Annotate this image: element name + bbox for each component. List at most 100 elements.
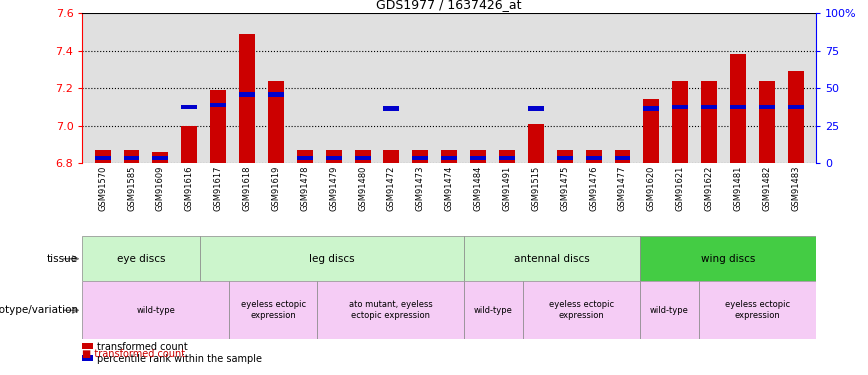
Text: ato mutant, eyeless
ectopic expression: ato mutant, eyeless ectopic expression xyxy=(349,300,432,320)
Bar xyxy=(153,152,168,163)
Bar xyxy=(82,355,94,362)
Bar xyxy=(615,150,630,163)
Text: GSM91480: GSM91480 xyxy=(358,165,367,211)
Bar xyxy=(499,156,515,160)
Bar xyxy=(470,150,486,163)
FancyBboxPatch shape xyxy=(699,281,816,339)
Text: antennal discs: antennal discs xyxy=(514,254,589,264)
Text: GSM91620: GSM91620 xyxy=(647,165,656,211)
Text: GSM91622: GSM91622 xyxy=(705,165,713,211)
Bar xyxy=(268,92,284,96)
Text: GSM91618: GSM91618 xyxy=(242,165,252,211)
Text: GSM91477: GSM91477 xyxy=(618,165,627,211)
Bar xyxy=(730,105,746,109)
Text: GSM91478: GSM91478 xyxy=(300,165,309,211)
FancyBboxPatch shape xyxy=(317,281,464,339)
Bar xyxy=(788,105,804,109)
Text: tissue: tissue xyxy=(47,254,78,264)
Bar xyxy=(355,150,371,163)
Bar xyxy=(701,81,717,163)
Text: percentile rank within the sample: percentile rank within the sample xyxy=(97,354,262,364)
Bar xyxy=(384,106,399,111)
FancyBboxPatch shape xyxy=(640,236,816,281)
Text: GSM91479: GSM91479 xyxy=(329,165,339,211)
Bar xyxy=(470,156,486,160)
Bar xyxy=(672,81,688,163)
Text: GSM91473: GSM91473 xyxy=(416,165,424,211)
Bar xyxy=(701,105,717,109)
Bar xyxy=(643,106,660,111)
Text: eyeless ectopic
expression: eyeless ectopic expression xyxy=(725,300,790,320)
Text: eyeless ectopic
expression: eyeless ectopic expression xyxy=(240,300,306,320)
Bar xyxy=(297,156,312,160)
Text: GSM91570: GSM91570 xyxy=(98,165,107,211)
Text: wild-type: wild-type xyxy=(474,306,513,315)
FancyBboxPatch shape xyxy=(229,281,317,339)
Text: GSM91484: GSM91484 xyxy=(474,165,483,211)
Text: GSM91481: GSM91481 xyxy=(733,165,742,211)
Bar xyxy=(153,156,168,160)
Text: GSM91515: GSM91515 xyxy=(531,165,540,211)
Text: eye discs: eye discs xyxy=(117,254,166,264)
Text: genotype/variation: genotype/variation xyxy=(0,305,78,315)
Bar xyxy=(441,150,457,163)
Bar xyxy=(384,150,399,163)
FancyBboxPatch shape xyxy=(523,281,640,339)
Bar xyxy=(210,90,227,163)
FancyBboxPatch shape xyxy=(82,281,229,339)
Text: wild-type: wild-type xyxy=(136,306,175,315)
FancyBboxPatch shape xyxy=(82,236,200,281)
Text: GSM91609: GSM91609 xyxy=(156,165,165,211)
Bar xyxy=(95,150,110,163)
Text: transformed count: transformed count xyxy=(97,342,187,351)
Bar xyxy=(586,156,602,160)
Bar xyxy=(615,156,630,160)
Bar xyxy=(123,156,140,160)
Bar xyxy=(95,156,110,160)
Text: GSM91475: GSM91475 xyxy=(560,165,569,211)
Text: GSM91616: GSM91616 xyxy=(185,165,194,211)
Text: eyeless ectopic
expression: eyeless ectopic expression xyxy=(549,300,614,320)
Text: GSM91483: GSM91483 xyxy=(792,165,800,211)
Bar xyxy=(239,34,255,163)
Bar xyxy=(759,81,775,163)
Bar xyxy=(181,105,197,109)
Bar xyxy=(759,105,775,109)
Bar xyxy=(210,103,227,107)
Text: GSM91474: GSM91474 xyxy=(444,165,454,211)
Bar xyxy=(528,124,543,163)
Bar xyxy=(181,126,197,163)
FancyBboxPatch shape xyxy=(464,281,523,339)
Text: GSM91491: GSM91491 xyxy=(503,165,511,211)
FancyBboxPatch shape xyxy=(464,236,640,281)
Title: GDS1977 / 1637426_at: GDS1977 / 1637426_at xyxy=(377,0,522,10)
Text: GSM91621: GSM91621 xyxy=(675,165,685,211)
Bar xyxy=(586,150,602,163)
Bar xyxy=(82,343,94,350)
Bar xyxy=(441,156,457,160)
Bar xyxy=(672,105,688,109)
Bar xyxy=(412,150,428,163)
Bar xyxy=(412,156,428,160)
Bar xyxy=(643,99,660,163)
Text: leg discs: leg discs xyxy=(309,254,355,264)
Text: GSM91617: GSM91617 xyxy=(214,165,223,211)
Text: GSM91476: GSM91476 xyxy=(589,165,598,211)
Bar xyxy=(528,106,543,111)
Bar xyxy=(499,150,515,163)
FancyBboxPatch shape xyxy=(200,236,464,281)
Bar xyxy=(123,150,140,163)
Bar xyxy=(239,92,255,96)
Text: GSM91482: GSM91482 xyxy=(762,165,772,211)
Bar xyxy=(556,150,573,163)
Text: wild-type: wild-type xyxy=(650,306,688,315)
Bar xyxy=(788,71,804,163)
Bar xyxy=(556,156,573,160)
Bar xyxy=(326,156,342,160)
Bar xyxy=(326,150,342,163)
Text: GSM91472: GSM91472 xyxy=(387,165,396,211)
Text: ■ transformed count: ■ transformed count xyxy=(82,349,186,359)
Text: GSM91619: GSM91619 xyxy=(272,165,280,211)
Bar xyxy=(730,54,746,163)
Text: GSM91585: GSM91585 xyxy=(127,165,136,211)
